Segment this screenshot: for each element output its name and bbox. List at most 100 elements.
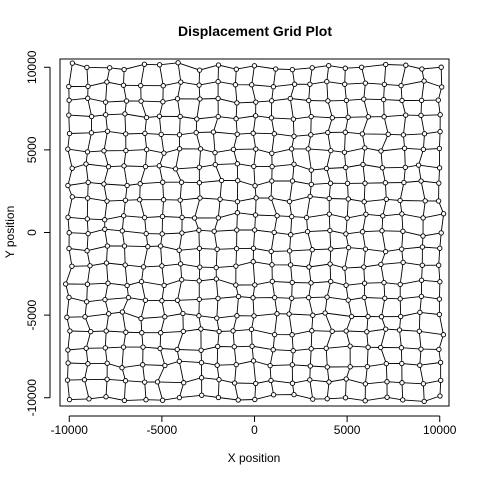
grid-point [379,165,386,171]
grid-point [305,146,311,152]
grid-point [176,247,182,253]
grid-point [253,146,259,152]
grid-point [85,95,91,101]
grid-point [269,178,275,184]
grid-point [216,328,222,335]
x-tick-label: 0 [251,423,258,437]
grid-point [213,276,219,282]
grid-point [403,112,409,118]
grid-point [379,228,385,234]
grid-point [196,245,203,252]
grid-point [329,328,335,334]
grid-point [269,278,275,285]
grid-point [310,312,316,318]
grid-point [268,115,275,121]
grid-point [178,79,184,85]
grid-point [400,259,406,266]
grid-point [342,129,348,135]
grid-point [231,380,238,386]
grid-point [328,278,334,285]
grid-point [121,213,127,219]
grid-point [342,81,348,87]
grid-point [399,246,405,252]
grid-point [84,64,90,71]
grid-point [66,97,72,103]
grid-point [197,195,203,201]
grid-point [196,227,202,233]
grid-point [69,194,75,200]
grid-point [235,397,241,403]
grid-point [250,358,257,364]
grid-point [323,345,329,351]
grid-point [143,397,149,403]
grid-point [289,332,295,338]
grid-point [234,100,240,106]
grid-point [416,328,422,334]
grid-point [417,309,423,316]
grid-point [363,211,369,217]
grid-point [85,361,91,367]
grid-point [143,230,149,237]
grid-point [362,381,369,387]
grid-point [403,62,409,68]
grid-point [123,147,129,154]
grid-point [436,145,443,152]
grid-point [269,163,275,170]
grid-point [358,64,365,70]
grid-point [323,165,330,172]
grid-point [252,113,259,119]
grid-point [252,396,258,403]
grid-point [306,264,312,270]
grid-point [289,362,295,368]
grid-point [291,81,298,87]
grid-point [402,164,408,171]
grid-point [362,398,368,404]
grid-point [362,145,368,151]
grid-point [65,214,71,220]
grid-point [230,328,236,334]
grid-point [307,193,313,200]
grid-point [85,195,91,201]
grid-point [103,328,109,334]
x-tick-label: 5000 [334,423,361,437]
grid-point [360,161,366,168]
grid-point [288,232,294,238]
grid-point [230,146,237,153]
grid-point [250,130,256,136]
grid-point [342,395,349,401]
grid-point [248,326,255,333]
grid-point [345,297,351,303]
grid-point [235,293,242,300]
plot-frame [59,58,450,407]
grid-point [119,228,125,234]
grid-point [159,213,166,220]
grid-point [177,113,183,120]
grid-point [69,165,75,171]
grid-point [232,82,239,88]
grid-point [196,82,202,88]
grid-point [361,280,368,286]
grid-point [121,243,128,249]
grid-point [440,332,447,338]
grid-point [159,231,165,237]
grid-point [437,279,443,285]
grid-point [435,198,442,204]
grid-point [329,115,335,121]
grid-point [306,294,312,301]
y-tick-label: 5000 [25,136,39,163]
grid-point [324,78,330,85]
grid-point [88,130,95,136]
grid-point [268,377,274,384]
grid-point [85,83,91,90]
grid-point [341,149,348,155]
y-axis: -10000 -5000 0 5000 10000 [25,50,51,416]
grid-point [345,114,351,120]
grid-point [271,229,277,236]
grid-point [419,66,425,72]
grid-point [378,148,384,154]
grid-point [120,344,127,350]
grid-point [420,146,427,153]
grid-point [141,61,148,67]
grid-point [440,211,447,217]
grid-point [178,179,185,185]
